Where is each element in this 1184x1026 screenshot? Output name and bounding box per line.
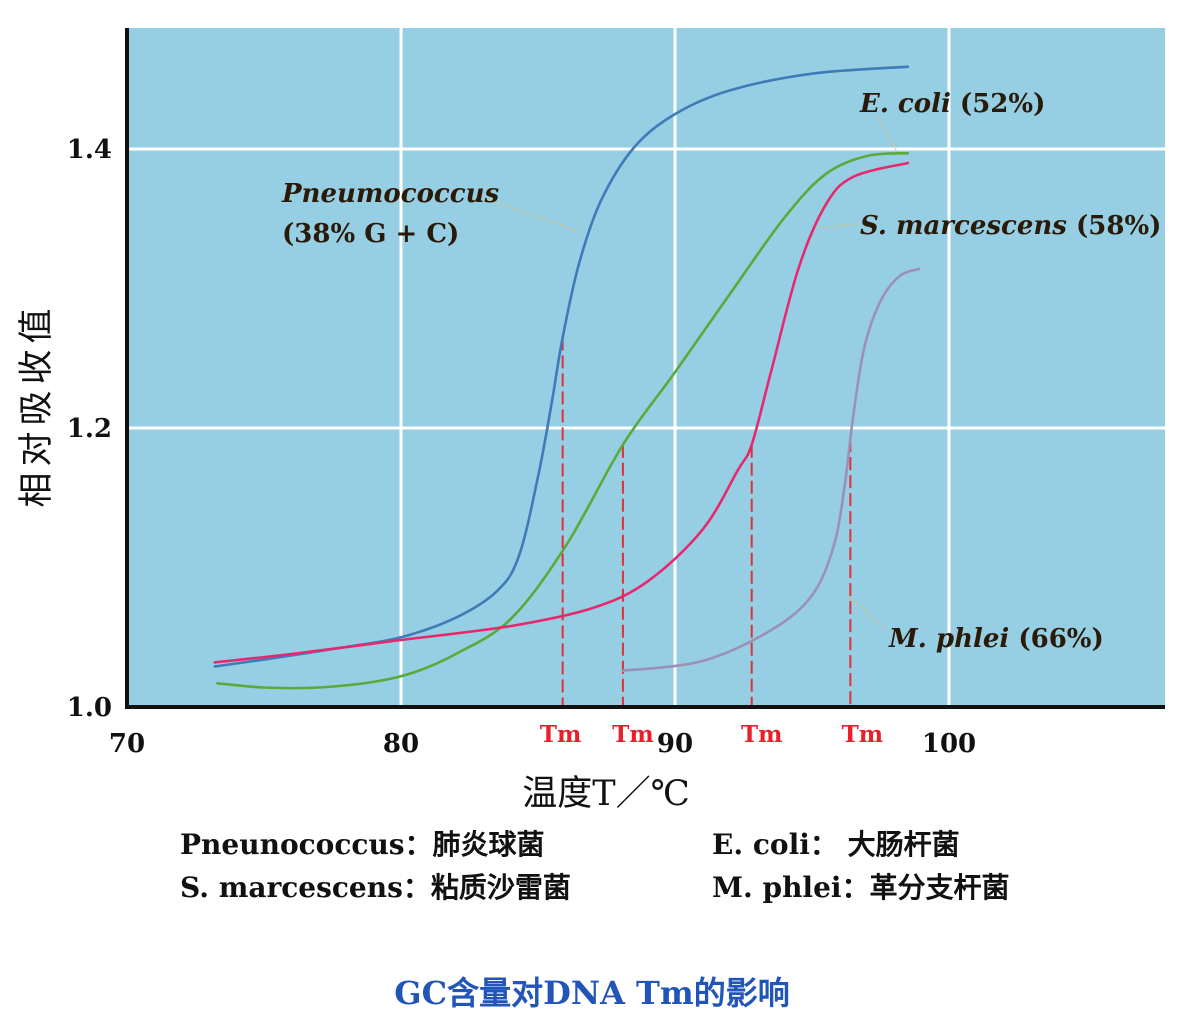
- leader-line: [877, 117, 897, 151]
- leaders: [479, 117, 897, 629]
- curve-label-pneumococcus: Pneumococcus: [281, 179, 499, 209]
- y-tick-label: 1.4: [67, 135, 112, 165]
- legend-s-marcescens: S. marcescens：粘质沙雷菌: [180, 871, 571, 904]
- tm-label-pneumococcus: Tm: [540, 721, 581, 748]
- x-tick-label: 80: [383, 729, 419, 759]
- curve-e-coli: [216, 151, 910, 690]
- plot-background: [127, 28, 1165, 706]
- curve-label-m-phlei: M. phlei (66%): [888, 624, 1104, 654]
- curve-label-pneumococcus: (38% G + C): [282, 219, 459, 249]
- y-tick-label: 1.2: [67, 414, 112, 444]
- figure-caption: GC含量对DNA Tm的影响: [394, 974, 790, 1012]
- x-tick-label: 70: [109, 729, 145, 759]
- leader-line: [847, 595, 885, 629]
- tm-labels: Tm Tm Tm Tm: [540, 721, 883, 748]
- y-axis-label: 相对吸收值: [17, 302, 57, 507]
- curve-labels: Pneumococcus (38% G + C) E. coli (52%) S. m…: [281, 89, 1161, 654]
- tm-label-e-coli: Tm: [612, 721, 653, 748]
- curve-m-phlei: [621, 267, 921, 672]
- legend-e-coli: E. coli： 大肠杆菌: [712, 828, 960, 861]
- y-ticks: 1.0 1.2 1.4: [67, 135, 112, 723]
- leader-line: [817, 223, 859, 229]
- x-tick-label: 90: [657, 729, 693, 759]
- x-ticks: 70 80 90 100: [109, 729, 976, 759]
- y-tick-label: 1.0: [67, 693, 112, 723]
- tm-label-s-marcescens: Tm: [741, 721, 782, 748]
- grid: [127, 28, 1165, 707]
- legend-m-phlei: M. phlei：革分支杆菌: [712, 871, 1010, 904]
- x-axis-label: 温度T／℃: [522, 774, 690, 814]
- tm-label-m-phlei: Tm: [842, 721, 883, 748]
- chart: 1.0 1.2 1.4 70 80 90 100 Tm Tm Tm Tm Pneumococcu…: [17, 28, 1165, 814]
- legend-pneumococcus: Pneunococcus：肺炎球菌: [180, 828, 545, 861]
- tm-markers: [561, 337, 852, 707]
- x-tick-label: 100: [922, 729, 976, 759]
- curve-label-e-coli: E. coli (52%): [859, 89, 1045, 119]
- curves: [213, 65, 921, 690]
- curve-s-marcescens: [213, 161, 910, 664]
- curve-label-s-marcescens: S. marcescens (58%): [860, 211, 1161, 241]
